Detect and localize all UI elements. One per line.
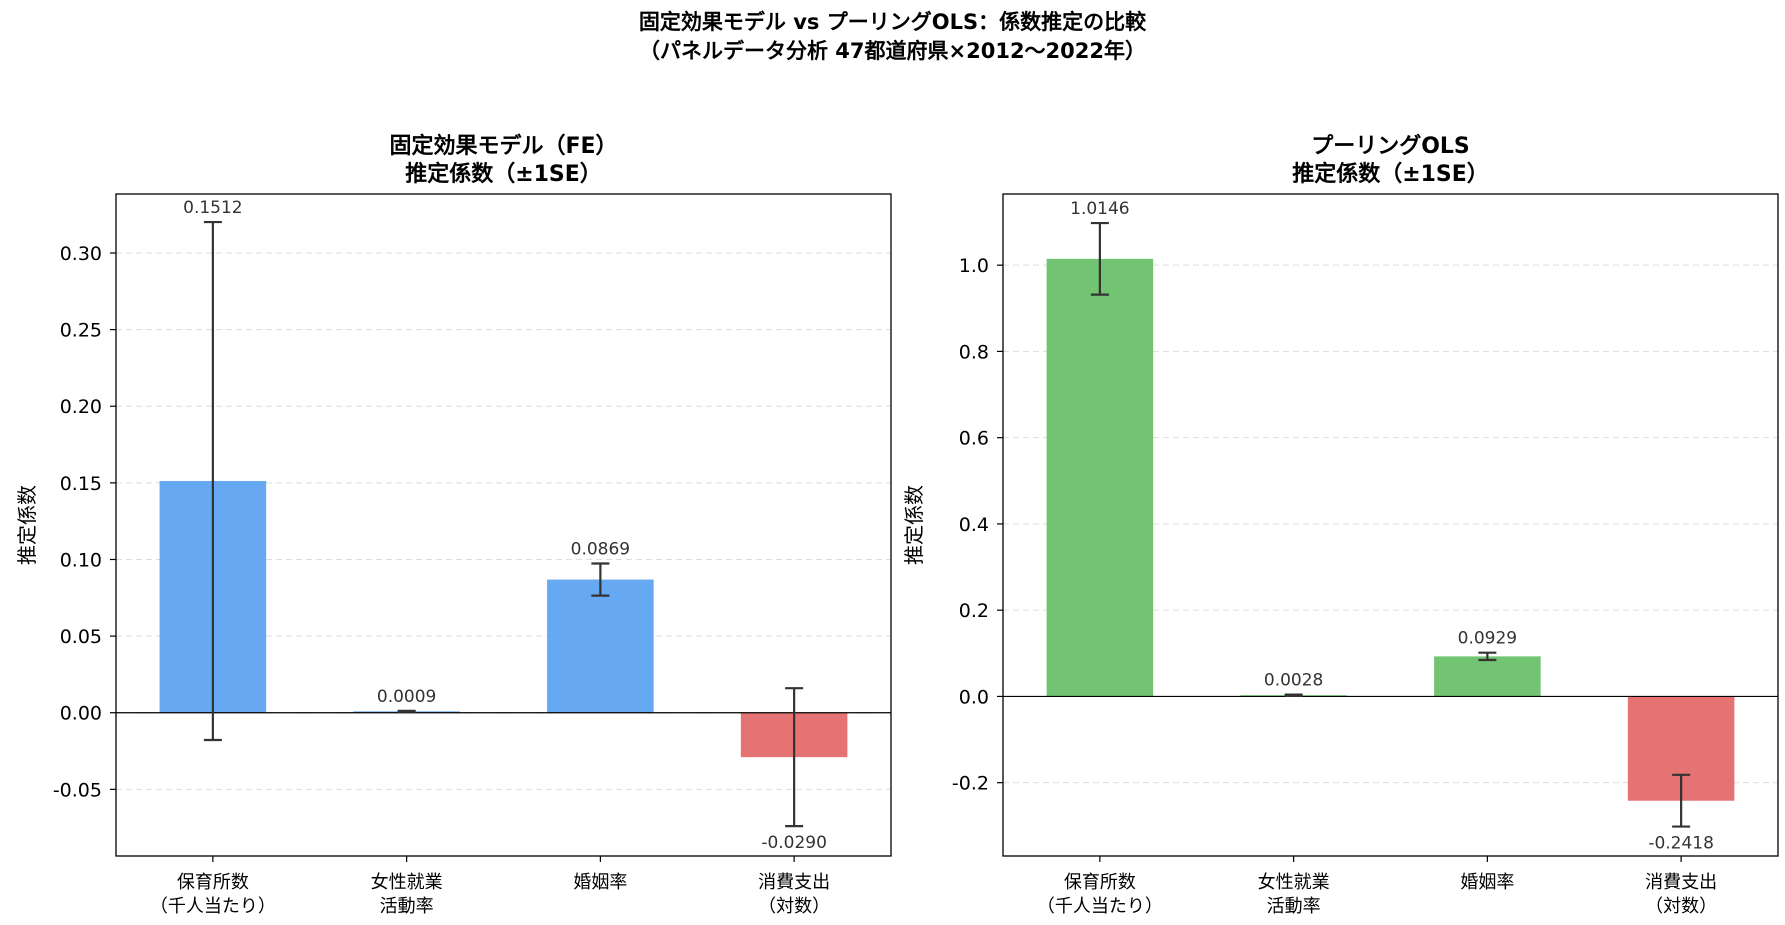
fe-chart-title-line2: 推定係数（±1SE） xyxy=(405,161,602,187)
ols-ytick-label-3: 0.4 xyxy=(959,514,989,536)
ols-value-label-0: 1.0146 xyxy=(1070,199,1129,219)
fe-category-label-3-line-1: （対数） xyxy=(758,896,830,917)
ols-chart-title-line1: プーリングOLS xyxy=(1311,133,1470,159)
ols-ytick-label-0: -0.2 xyxy=(952,773,989,795)
ols-category-label-0-line-1: （千人当たり） xyxy=(1037,896,1163,917)
fe-chart-panel: 0.1512 0.0009 0.0869 -0.0290 -0.05 0.00 0.05 0.… xyxy=(15,133,892,917)
fe-errorbar-0 xyxy=(203,220,222,742)
fe-ytick-label-5: 0.20 xyxy=(60,396,102,418)
ols-errorbar-3 xyxy=(1672,773,1691,828)
ols-category-label-1-line-1: 活動率 xyxy=(1267,896,1321,917)
fe-category-label-0-line-1: （千人当たり） xyxy=(150,896,276,917)
fe-category-label-3: 消費支出 （対数） xyxy=(758,872,830,917)
figure-title: 固定効果モデル vs プーリングOLS：係数推定の比較 （パネルデータ分析 47… xyxy=(0,8,1785,66)
fe-ytick-label-7: 0.30 xyxy=(60,243,102,265)
fe-value-label-2: 0.0869 xyxy=(571,539,630,559)
fe-chart-title-line1: 固定効果モデル（FE） xyxy=(389,133,617,159)
fe-category-label-1: 女性就業活動率 xyxy=(371,872,443,917)
ols-ytick-label-5: 0.8 xyxy=(959,341,989,363)
fe-errorbar-3 xyxy=(785,687,804,828)
fe-ytick-label-1: 0.00 xyxy=(60,703,102,725)
fe-bar-2 xyxy=(547,579,654,713)
fe-category-label-1-line-1: 活動率 xyxy=(380,896,434,917)
fe-ytick-label-4: 0.15 xyxy=(60,473,102,495)
fe-y-axis-label: 推定係数 xyxy=(15,485,39,565)
ols-category-label-3-line-1: （対数） xyxy=(1645,896,1717,917)
ols-axes-frame xyxy=(1002,193,1779,857)
fe-category-label-0-line-0: 保育所数 xyxy=(177,872,249,893)
ols-errorbar-0 xyxy=(1090,221,1109,296)
ols-category-label-0-line-0: 保育所数 xyxy=(1064,872,1136,893)
fe-ytick-label-0: -0.05 xyxy=(53,779,102,801)
ols-value-label-3: -0.2418 xyxy=(1648,834,1714,854)
ols-chart-panel: 1.0146 0.0028 0.0929 -0.2418 -0.2 0.0 0.2 0.4 0.… xyxy=(902,133,1779,917)
fe-ytick-label-6: 0.25 xyxy=(60,320,102,342)
ols-category-label-3-line-0: 消費支出 xyxy=(1645,872,1717,893)
ols-errorbar-1 xyxy=(1284,693,1303,697)
ols-category-label-0: 保育所数 （千人当たり） xyxy=(1037,872,1163,917)
fe-value-label-1: 0.0009 xyxy=(377,687,436,707)
fe-value-label-0: 0.1512 xyxy=(183,198,242,218)
fe-ytick-label-3: 0.10 xyxy=(60,549,102,571)
ols-category-label-1-line-0: 女性就業 xyxy=(1258,872,1330,893)
fe-category-label-0: 保育所数 （千人当たり） xyxy=(150,872,276,917)
ols-y-axis-label: 推定係数 xyxy=(902,485,926,565)
fe-errorbar-2 xyxy=(591,562,610,597)
fe-ytick-label-2: 0.05 xyxy=(60,626,102,648)
fe-category-label-2: 婚姻率 xyxy=(573,872,627,893)
fe-category-label-2-line-0: 婚姻率 xyxy=(573,872,627,893)
fe-axes-frame xyxy=(115,193,892,857)
ols-category-label-3: 消費支出 （対数） xyxy=(1645,872,1717,917)
ols-category-label-2-line-0: 婚姻率 xyxy=(1460,872,1514,893)
ols-ytick-label-1: 0.0 xyxy=(959,686,989,708)
ols-bar-2 xyxy=(1434,656,1541,697)
fe-errorbar-1 xyxy=(397,709,416,713)
figure-title-line1: 固定効果モデル vs プーリングOLS：係数推定の比較 xyxy=(638,10,1147,34)
ols-ytick-label-2: 0.2 xyxy=(959,600,989,622)
ols-value-label-1: 0.0028 xyxy=(1264,671,1323,691)
ols-chart-title-line2: 推定係数（±1SE） xyxy=(1292,161,1489,187)
ols-ytick-label-6: 1.0 xyxy=(959,255,989,277)
ols-category-label-2: 婚姻率 xyxy=(1460,872,1514,893)
fe-value-label-3: -0.0290 xyxy=(761,833,827,853)
fe-category-label-3-line-0: 消費支出 xyxy=(758,872,830,893)
figure-title-line2: （パネルデータ分析 47都道府県×2012〜2022年） xyxy=(638,39,1147,63)
ols-bar-0 xyxy=(1046,258,1154,697)
ols-errorbar-2 xyxy=(1478,651,1497,662)
ols-value-label-2: 0.0929 xyxy=(1458,629,1517,649)
ols-category-label-1: 女性就業活動率 xyxy=(1258,872,1330,917)
fe-category-label-1-line-0: 女性就業 xyxy=(371,872,443,893)
ols-ytick-label-4: 0.6 xyxy=(959,428,989,450)
